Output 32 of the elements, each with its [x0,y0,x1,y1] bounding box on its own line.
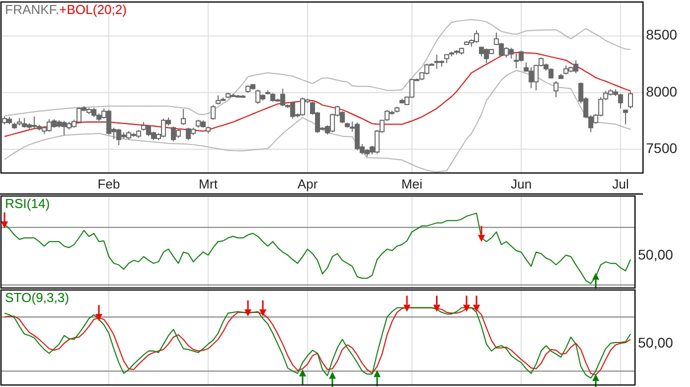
candlestick [628,90,634,109]
y-tick-label: 7500 [646,140,678,156]
series-label: STO(9,3,3) [5,290,70,305]
point [374,370,381,378]
point [592,374,600,382]
point [244,309,252,316]
candlestick [210,104,216,120]
point [259,309,266,316]
candlestick [623,109,628,125]
point [403,304,410,312]
text: 50,00 [638,246,674,263]
y-tick-label: 8000 [646,83,678,100]
x-tick-label: Apr [297,176,318,192]
x-tick-label: Mei [401,176,422,192]
x-tick-label: Feb [98,176,120,192]
series-label: RSI(14) [5,196,50,211]
line-series [4,19,632,116]
point [299,369,306,376]
x-tick-label: Mrt [198,176,218,192]
text: +BOL(20;2) [59,2,127,17]
x-tick-label: Jun [510,176,532,192]
point [95,314,102,322]
y-tick-label: 8500 [646,26,678,43]
point [433,304,440,312]
point [472,304,480,312]
candlestick [553,80,558,98]
point [463,304,470,312]
candlestick [180,108,186,126]
chart-title: FRANKF. [5,2,60,17]
point [328,372,336,379]
text: 50,00 [638,334,674,351]
x-tick-label: Jul [612,176,629,192]
